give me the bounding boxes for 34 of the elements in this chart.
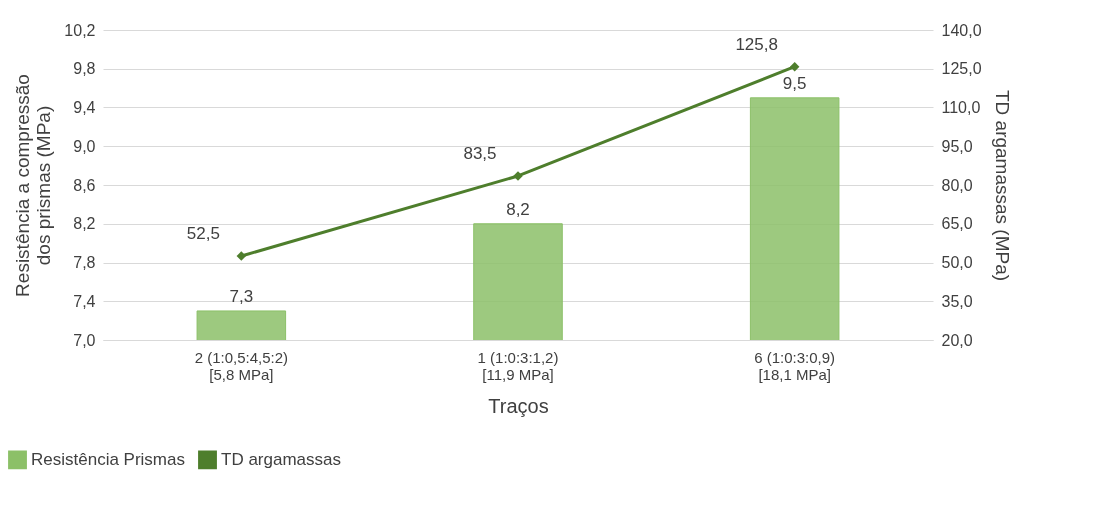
legend-label: TD argamassas <box>221 449 341 469</box>
y2-tick-label: 110,0 <box>941 99 981 116</box>
data-label: 52,5 <box>186 224 220 244</box>
data-label: 8,2 <box>506 199 530 219</box>
data-label: 9,5 <box>782 73 807 93</box>
y2-tick-label: 95,0 <box>941 137 973 155</box>
y2-tick-label: 65,0 <box>941 215 973 233</box>
x-axis-title: Traços <box>488 394 549 417</box>
y-tick-label: 7,8 <box>73 254 96 271</box>
y-tick-label: 10,2 <box>64 21 96 39</box>
y2-tick-label: 20,0 <box>941 331 973 349</box>
y2-tick-label: 125,0 <box>941 60 982 78</box>
y-tick-label: 9,4 <box>73 99 96 116</box>
legend-label: Resistência Prismas <box>31 449 185 469</box>
data-label: 7,3 <box>229 286 254 306</box>
data-label: 83,5 <box>463 143 497 163</box>
y-tick-label: 7,0 <box>73 331 96 349</box>
x-tick-label: 6 (1:0:3:0,9) [18,1 MPa] <box>754 348 836 383</box>
y2-tick-label: 140,0 <box>941 21 982 39</box>
y-tick-label: 8,2 <box>73 215 96 233</box>
y2-axis-title: TD argamassas (MPa) <box>991 89 1013 282</box>
x-tick-label: 2 (1:0,5:4,5:2) [5,8 MPa] <box>194 348 289 383</box>
y-tick-label: 7,4 <box>73 292 96 310</box>
x-tick-label: 1 (1:0:3:1,2) [11,9 MPa] <box>477 348 559 383</box>
y-tick-label: 9,8 <box>73 60 96 78</box>
y-tick-label: 9,0 <box>73 137 96 155</box>
y-tick-label: 8,6 <box>73 176 96 194</box>
y-axis-title: Resistência a compressão dos prismas (MPa) <box>12 74 55 297</box>
point <box>789 61 800 72</box>
point <box>236 251 247 261</box>
data-label: 125,8 <box>735 34 778 54</box>
y2-tick-label: 35,0 <box>941 292 973 310</box>
y2-tick-label: 50,0 <box>941 254 973 271</box>
y2-tick-label: 80,0 <box>941 176 973 194</box>
